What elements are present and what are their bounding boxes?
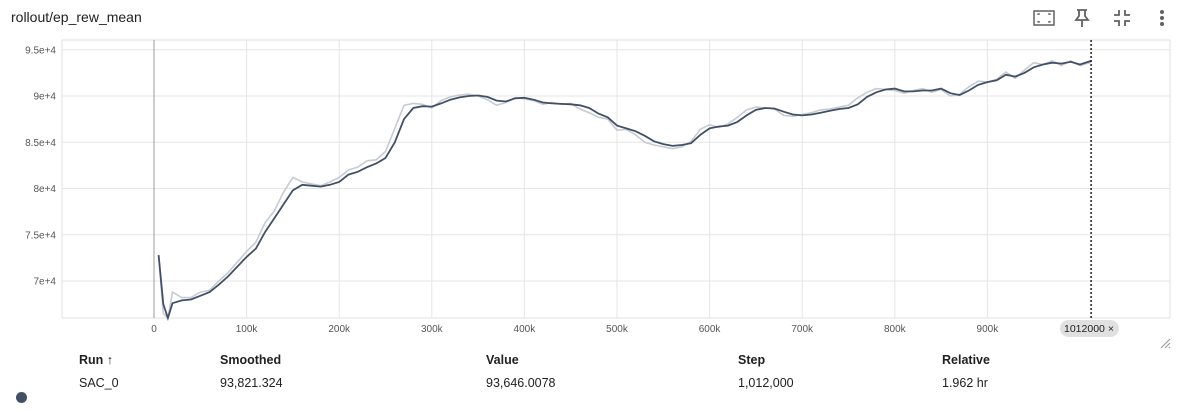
line-chart[interactable]: 7e+4 7.5e+4 8e+4 8.5e+4 9e+4 9.5e+4 0 100k 200k…	[0, 38, 1177, 343]
collapse-icon	[1114, 10, 1130, 26]
tooltip-table: Run ↑ Smoothed Value Step Relative SAC_0…	[70, 350, 1032, 396]
pin-button[interactable]	[1069, 5, 1095, 31]
smoothed-series-line	[157, 60, 1092, 321]
y-tick-label: 7e+4	[33, 277, 56, 288]
x-tick-label: 100k	[236, 324, 259, 335]
value-cell: 93,646.0078	[486, 376, 556, 390]
y-tick-label: 9e+4	[33, 92, 56, 103]
step-chip-label: 1012000	[1064, 322, 1105, 335]
chart-title: rollout/ep_rew_mean	[11, 9, 142, 25]
step-cell: 1,012,000	[738, 376, 794, 390]
resize-handle-icon[interactable]	[1159, 337, 1171, 349]
column-header-step[interactable]: Step	[738, 353, 766, 367]
close-icon[interactable]: ×	[1107, 322, 1115, 335]
x-axis: 0 100k 200k 300k 400k 500k 600k 700k 800k 900k	[151, 324, 999, 335]
x-tick-label: 300k	[421, 324, 444, 335]
x-tick-label: 600k	[699, 324, 722, 335]
y-tick-label: 8e+4	[33, 184, 56, 195]
table-row: SAC_0 93,821.324 93,646.0078 1,012,000 1…	[70, 370, 1032, 396]
fit-domain-icon	[1033, 10, 1055, 26]
y-axis: 7e+4 7.5e+4 8e+4 8.5e+4 9e+4 9.5e+4	[25, 45, 56, 287]
y-tick-label: 8.5e+4	[25, 138, 56, 149]
x-tick-label: 800k	[884, 324, 907, 335]
x-tick-label: 400k	[514, 324, 537, 335]
x-tick-label: 0	[151, 324, 157, 335]
more-vert-icon	[1160, 10, 1164, 26]
x-tick-label: 700k	[791, 324, 814, 335]
x-tick-label: 500k	[606, 324, 629, 335]
x-tick-label: 900k	[977, 324, 1000, 335]
raw-series-line	[157, 60, 1092, 320]
column-header-relative[interactable]: Relative	[942, 353, 990, 367]
relative-cell: 1.962 hr	[942, 376, 988, 390]
run-cell: SAC_0	[79, 376, 119, 390]
column-header-value[interactable]: Value	[486, 353, 519, 367]
run-color-swatch	[16, 392, 27, 403]
x-tick-label: 200k	[328, 324, 351, 335]
step-chip[interactable]: 1012000 ×	[1060, 320, 1120, 337]
more-button[interactable]	[1149, 5, 1175, 31]
collapse-button[interactable]	[1109, 5, 1135, 31]
plot-frame	[61, 39, 1171, 319]
pin-icon	[1074, 9, 1090, 27]
column-header-smoothed[interactable]: Smoothed	[220, 353, 282, 367]
chart-grid	[61, 39, 1171, 319]
column-header-run[interactable]: Run ↑	[79, 353, 114, 367]
y-tick-label: 9.5e+4	[25, 45, 56, 56]
smoothed-cell: 93,821.324	[220, 376, 283, 390]
y-tick-label: 7.5e+4	[25, 230, 56, 241]
fit-domain-button[interactable]	[1031, 5, 1057, 31]
